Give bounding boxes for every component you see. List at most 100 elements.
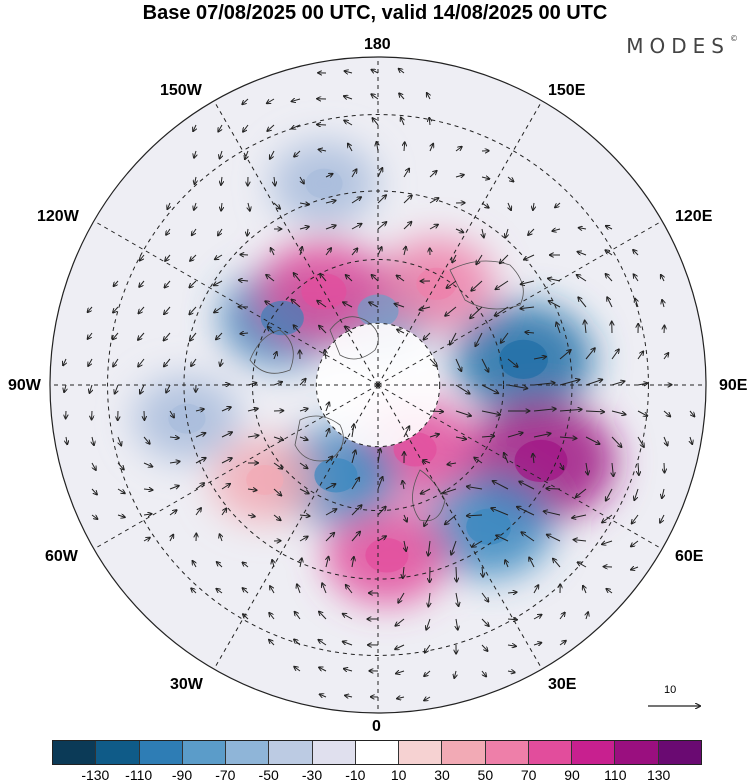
map-border (49, 56, 707, 714)
wind-vector (443, 488, 457, 493)
wind-vector (482, 228, 484, 238)
wind-vector (533, 454, 534, 464)
wind-vector (294, 639, 301, 646)
wind-vector (63, 358, 66, 365)
wind-vector (139, 280, 145, 287)
wind-vector (467, 515, 483, 516)
wind-vector (495, 280, 509, 289)
wind-vector (424, 670, 431, 676)
wind-vector (247, 515, 255, 517)
wind-vector (404, 247, 406, 256)
colorbar-segment (96, 741, 140, 764)
wind-vector (351, 197, 361, 204)
map-title: Base 07/08/2025 00 UTC, valid 14/08/2025… (142, 2, 608, 24)
wind-vector (533, 202, 534, 210)
wind-vector (299, 409, 308, 411)
wind-vector (585, 348, 595, 360)
wind-vector (194, 150, 196, 158)
wind-vector (189, 280, 197, 288)
wind-vector (397, 329, 405, 333)
wind-vector (169, 510, 177, 516)
latitude-circle-75 (315, 322, 441, 448)
wind-vector (242, 98, 249, 104)
wind-vector (214, 280, 223, 285)
wind-vector (216, 332, 223, 340)
wind-vector (428, 592, 430, 607)
wind-vector (377, 195, 386, 204)
wind-vector (297, 584, 300, 594)
wind-vector (425, 644, 431, 653)
wind-vector (637, 436, 644, 447)
wind-vector (419, 307, 431, 310)
wind-vector (143, 489, 153, 490)
wind-vector (91, 462, 96, 470)
wind-vector (143, 514, 152, 515)
lon-label-120e: 120E (675, 208, 713, 225)
wind-vector (371, 70, 379, 73)
wind-vector (377, 247, 382, 256)
colorbar-label: -30 (301, 767, 323, 783)
wind-vector (191, 358, 197, 366)
wind-vector (89, 384, 92, 393)
wind-vector (273, 488, 281, 496)
wind-vector (401, 117, 404, 126)
wind-vector (325, 533, 334, 542)
wind-vector (661, 275, 664, 282)
wind-vector (115, 384, 119, 394)
wind-vector (633, 274, 639, 282)
wind-vector (576, 488, 587, 497)
wind-vector (476, 254, 483, 264)
wind-vector (559, 437, 576, 438)
wind-vector (245, 150, 248, 159)
wind-vector (317, 301, 327, 308)
wind-vector (507, 619, 517, 620)
wind-vector (660, 514, 665, 523)
wind-vector (429, 225, 438, 230)
wind-vector (299, 227, 309, 229)
wind-vector (269, 613, 275, 620)
wind-vector (88, 332, 93, 339)
wind-vector (475, 332, 483, 346)
wind-vector (574, 540, 587, 541)
wind-vector (481, 384, 498, 393)
wind-vector (294, 667, 301, 672)
colorbar-label: 110 (604, 767, 627, 783)
wind-vector (507, 358, 518, 367)
wind-vector (481, 618, 489, 626)
wind-vector (583, 586, 586, 594)
wind-vector (92, 436, 94, 445)
wind-vector (294, 273, 301, 282)
wind-vector (429, 171, 437, 178)
wind-vector (318, 640, 327, 646)
wind-vector (394, 304, 405, 308)
wind-vector (528, 228, 535, 235)
wind-vector (216, 589, 223, 594)
wind-vector (267, 124, 275, 131)
wind-vector (170, 535, 173, 542)
wind-vector (505, 560, 508, 568)
wind-vector (664, 462, 665, 473)
wind-vector (396, 671, 405, 674)
wind-vector (221, 432, 232, 438)
wind-vector (500, 254, 509, 263)
wind-vector (606, 589, 613, 594)
wind-vector (164, 306, 171, 314)
wind-vector (495, 306, 509, 316)
wind-vector (247, 228, 248, 236)
wind-vector (423, 460, 431, 463)
wind-vector (424, 514, 431, 526)
wind-vector (299, 536, 308, 542)
wind-vector (113, 358, 119, 367)
wind-vector (138, 358, 145, 367)
wind-vector (427, 93, 430, 100)
colorbar-label: 70 (520, 767, 537, 783)
wind-vector (455, 175, 464, 177)
wind-vector (455, 384, 470, 394)
wind-vector (544, 511, 561, 516)
colorbar-segment (658, 741, 701, 764)
wind-vector (586, 612, 588, 620)
wind-vector (533, 409, 556, 411)
wind-vector (248, 202, 250, 211)
wind-vector (299, 488, 309, 494)
colorbar-labels: -130 -110 -90 -70 -50 -30 -10 10 30 50 70 90 110 130 (52, 767, 702, 783)
